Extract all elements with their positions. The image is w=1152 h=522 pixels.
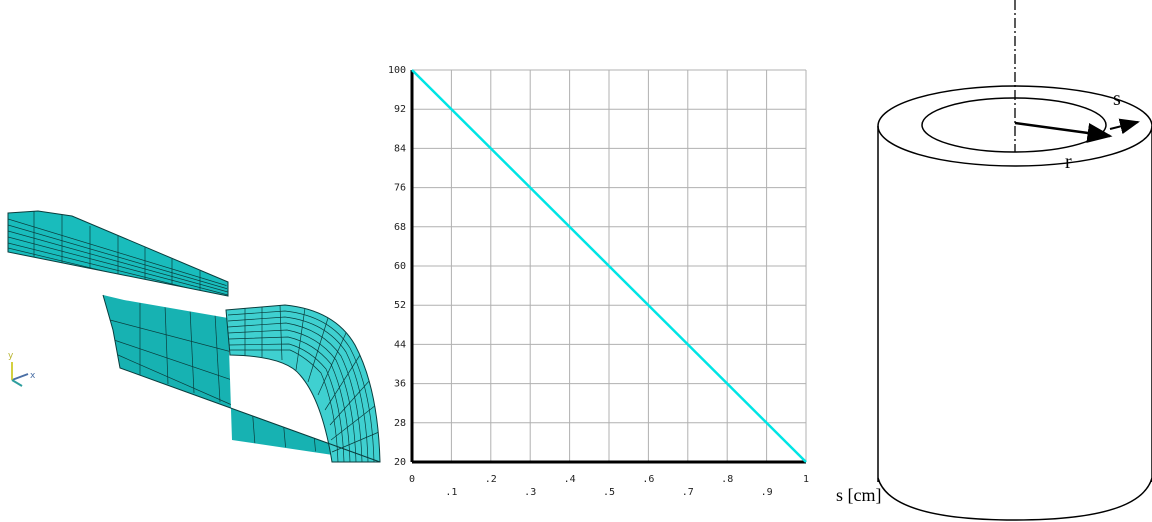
x-tick-label: 1: [803, 474, 809, 485]
y-tick-label: 68: [394, 222, 406, 233]
x-axis-label: s [cm]: [836, 485, 882, 505]
y-tick-label: 28: [394, 418, 406, 429]
triad-z-axis-icon: [11, 379, 23, 387]
y-tick-label: 60: [394, 261, 406, 272]
mesh-outline: [7, 210, 381, 463]
y-tick-label: 76: [394, 183, 406, 194]
x-tick-label: .3: [524, 487, 536, 498]
triad-y-label: y: [8, 351, 14, 361]
x-tick-label: .9: [761, 487, 773, 498]
line-chart: 20 28 36 44 52 60 68 76 84 92 100 0 .2 .4 .6 .8 1 .1 .3 .5…: [388, 65, 809, 498]
triad-x-axis-icon: [11, 373, 29, 381]
y-tick-label: 20: [394, 457, 406, 468]
cylinder-bottom-arc: [877, 477, 1152, 521]
x-tick-label: .8: [721, 474, 733, 485]
x-tick-label: .4: [564, 474, 576, 485]
series-line: [411, 69, 807, 463]
thickness-s-arrow: [1109, 118, 1140, 135]
y-tick-label: 84: [394, 143, 406, 154]
y-tick-label: 44: [394, 339, 406, 350]
y-tick-labels: 20 28 36 44 52 60 68 76 84 92 100: [388, 65, 406, 468]
x-tick-label: .6: [642, 474, 654, 485]
coordinate-triad: x y: [8, 351, 36, 387]
fe-mesh-model: x y: [7, 210, 381, 463]
triad-x-label: x: [30, 371, 36, 381]
label-r: r: [1065, 151, 1072, 173]
x-tick-label: .2: [485, 474, 497, 485]
label-s: s: [1113, 88, 1121, 110]
y-tick-label: 36: [394, 379, 406, 390]
x-tick-label: .5: [603, 487, 615, 498]
mesh-end-gridlines: [227, 305, 380, 462]
y-tick-label: 52: [394, 300, 406, 311]
x-tick-label: .1: [445, 487, 457, 498]
hollow-cylinder-diagram: s r: [877, 0, 1152, 521]
y-tick-label: 92: [394, 104, 406, 115]
y-tick-label: 100: [388, 65, 406, 76]
radius-r-arrow: [1014, 121, 1113, 143]
x-tick-label: .7: [682, 487, 694, 498]
mesh-side-face: [103, 295, 380, 462]
x-tick-labels: 0 .2 .4 .6 .8 1 .1 .3 .5 .7 .9: [409, 474, 809, 498]
x-tick-label: 0: [409, 474, 415, 485]
